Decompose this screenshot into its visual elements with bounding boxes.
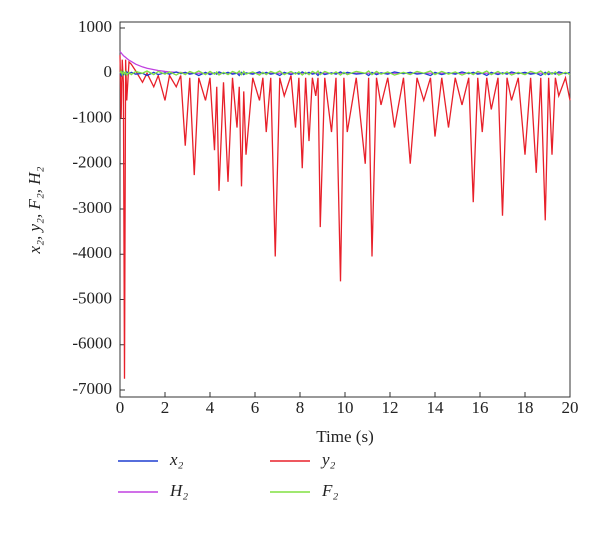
x-axis-label: Time (s) — [316, 427, 373, 446]
y-tick-label: -7000 — [72, 379, 112, 398]
x-tick-label: 2 — [161, 398, 170, 417]
legend-label: y₂ — [320, 450, 336, 469]
y-tick-label: -5000 — [72, 288, 112, 307]
y-tick-label: -4000 — [72, 243, 112, 262]
x-tick-label: 12 — [382, 398, 399, 417]
x-tick-label: 8 — [296, 398, 305, 417]
legend-label: x₂ — [169, 450, 184, 469]
x-tick-label: 6 — [251, 398, 260, 417]
x-tick-label: 14 — [427, 398, 445, 417]
y-tick-label: 1000 — [78, 17, 112, 36]
series-line — [119, 55, 571, 379]
y-axis-label: x₂, y₂, F₂, H₂ — [25, 166, 44, 254]
legend-label: F₂ — [321, 481, 338, 500]
x-tick-label: 10 — [337, 398, 354, 417]
y-tick-label: -2000 — [72, 153, 112, 172]
series-line — [119, 69, 571, 77]
x-tick-label: 16 — [472, 398, 489, 417]
y-tick-label: -6000 — [72, 334, 112, 353]
legend-label: H₂ — [169, 481, 188, 500]
series-line — [119, 51, 570, 74]
x-tick-label: 20 — [562, 398, 579, 417]
x-tick-label: 4 — [206, 398, 215, 417]
x-tick-label: 18 — [517, 398, 534, 417]
x-tick-label: 0 — [116, 398, 125, 417]
y-tick-label: 0 — [104, 62, 113, 81]
y-tick-label: -1000 — [72, 107, 112, 126]
y-tick-label: -3000 — [72, 198, 112, 217]
